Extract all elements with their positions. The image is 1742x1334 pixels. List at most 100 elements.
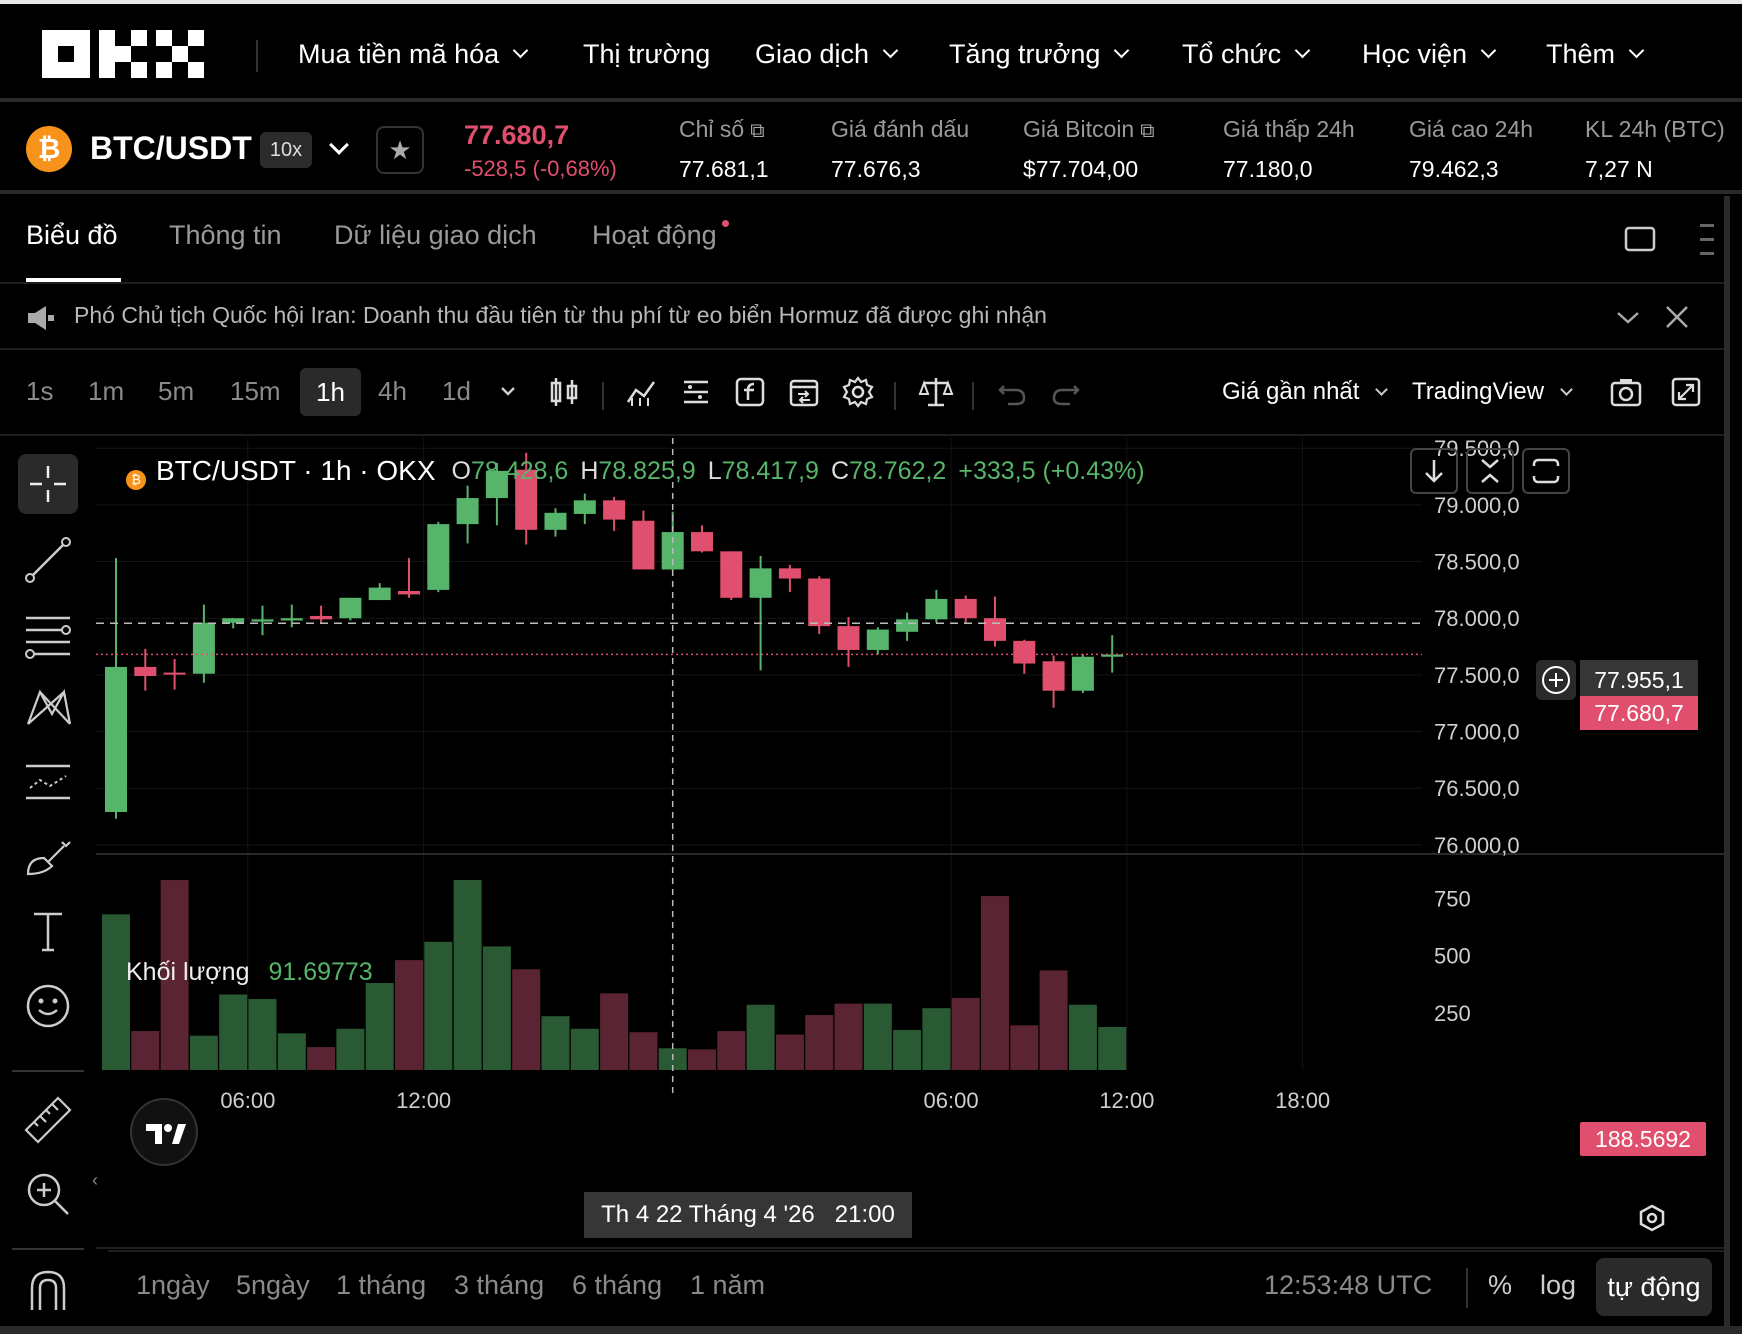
nav-learn[interactable]: Học viện <box>1362 34 1497 74</box>
chart-settings-icon[interactable] <box>1636 1202 1668 1234</box>
favorite-star-button[interactable]: ★ <box>376 126 424 174</box>
price-chart[interactable]: 79.500,079.000,078.500,078.000,077.500,0… <box>96 438 1724 1250</box>
time-tick-label: 12:00 <box>396 1088 451 1113</box>
compare-icon[interactable] <box>786 374 822 410</box>
candles-icon[interactable] <box>546 374 582 410</box>
range-1y[interactable]: 1 năm <box>690 1270 766 1300</box>
pattern-tool[interactable] <box>18 678 78 738</box>
magnet-tool[interactable] <box>18 1260 78 1320</box>
volume-bar <box>365 983 394 1070</box>
collapse-button[interactable] <box>1466 448 1514 494</box>
crosshair-tool[interactable] <box>18 454 78 514</box>
timeframe-1d[interactable]: 1d <box>442 376 471 406</box>
price-tick-label: 76.000,0 <box>1434 833 1520 858</box>
tab-trading-data[interactable]: Dữ liệu giao dịch <box>334 220 537 250</box>
settings-gear-icon[interactable] <box>840 374 876 410</box>
price-source-dropdown[interactable]: Giá gần nhất <box>1222 378 1389 406</box>
price-tick-label: 77.500,0 <box>1434 663 1520 688</box>
price-tick-label: 77.000,0 <box>1434 720 1520 745</box>
camera-icon[interactable] <box>1608 374 1644 410</box>
chevron-down-icon[interactable] <box>490 374 526 410</box>
brush-tool[interactable] <box>18 828 78 888</box>
timeframe-1h[interactable]: 1h <box>300 368 361 416</box>
maximize-button[interactable] <box>1522 448 1570 494</box>
timeframe-5m[interactable]: 5m <box>158 376 195 406</box>
volume-bar <box>541 1016 570 1070</box>
fullscreen-icon[interactable] <box>1668 374 1704 410</box>
stat-btc-price-label[interactable]: Giá Bitcoin ⧉ <box>1023 116 1155 142</box>
volume-bar <box>746 1004 775 1070</box>
timeframe-1m[interactable]: 1m <box>88 376 125 406</box>
range-3m[interactable]: 3 tháng <box>454 1270 545 1300</box>
legend-high-label: H <box>580 456 599 485</box>
tab-chart[interactable]: Biểu đồ <box>26 220 118 250</box>
redo-icon[interactable] <box>1048 374 1084 410</box>
fib-tool[interactable] <box>18 604 78 664</box>
news-headline[interactable]: Phó Chủ tịch Quốc hội Iran: Doanh thu đầ… <box>74 302 1047 328</box>
tab-activity[interactable]: Hoạt động <box>592 220 717 250</box>
range-6m[interactable]: 6 tháng <box>572 1270 663 1300</box>
auto-scale-toggle[interactable]: tự động <box>1596 1258 1712 1316</box>
news-ticker[interactable]: Phó Chủ tịch Quốc hội Iran: Doanh thu đầ… <box>0 286 1724 350</box>
templates-icon[interactable] <box>678 374 714 410</box>
external-link-icon[interactable]: ⧉ <box>750 120 765 142</box>
chevron-down-icon[interactable] <box>329 135 349 155</box>
timeframe-4h[interactable]: 4h <box>378 376 407 406</box>
text-tool[interactable] <box>18 902 78 962</box>
volume-bar <box>189 1035 218 1070</box>
undo-icon[interactable] <box>994 374 1030 410</box>
indicators-icon[interactable] <box>624 374 660 410</box>
nav-institutional[interactable]: Tổ chức <box>1182 34 1311 74</box>
utc-clock[interactable]: 12:53:48 UTC <box>1264 1270 1433 1300</box>
chevron-down-icon[interactable] <box>1616 308 1640 328</box>
candle-body <box>603 500 626 520</box>
chart-grid <box>96 438 1724 1249</box>
plus-circle-icon <box>1542 666 1570 694</box>
zoom-tool[interactable] <box>18 1164 78 1224</box>
external-link-icon[interactable]: ⧉ <box>1140 120 1155 142</box>
okx-logo[interactable] <box>42 30 204 78</box>
nav-buy-crypto[interactable]: Mua tiền mã hóa <box>298 34 529 74</box>
nav-trade[interactable]: Giao dịch <box>755 34 899 74</box>
trendline-tool[interactable] <box>18 530 78 590</box>
pattern-icon <box>26 688 72 725</box>
layout-icon[interactable] <box>1624 224 1656 254</box>
nav-markets[interactable]: Thị trường <box>583 38 711 69</box>
candle-body <box>134 666 157 676</box>
chart-type-dropdown[interactable]: TradingView <box>1412 378 1573 406</box>
close-icon[interactable] <box>1664 304 1690 330</box>
scrollbar[interactable] <box>1724 196 1730 1326</box>
nav-grow[interactable]: Tăng trưởng <box>949 34 1130 74</box>
balance-scale-icon[interactable] <box>918 374 954 410</box>
forecast-tool[interactable] <box>18 752 78 812</box>
notification-dot <box>722 220 729 227</box>
timeframe-15m[interactable]: 15m <box>230 376 281 406</box>
range-1m[interactable]: 1 tháng <box>336 1270 427 1300</box>
tradingview-badge[interactable] <box>130 1098 198 1166</box>
legend-low-label: L <box>707 456 722 485</box>
volume-bar <box>775 1034 804 1070</box>
measure-tool[interactable] <box>18 1090 78 1150</box>
candle-body <box>632 520 655 570</box>
forecast-icon <box>26 764 70 800</box>
candle-body <box>925 598 948 620</box>
add-alert-button[interactable] <box>1536 660 1576 700</box>
volume-bar <box>248 999 277 1070</box>
range-5d[interactable]: 5ngày <box>236 1270 310 1300</box>
range-1d[interactable]: 1ngày <box>136 1270 210 1300</box>
stat-index-label[interactable]: Chỉ số ⧉ <box>679 116 765 142</box>
nav-more[interactable]: Thêm <box>1546 34 1645 74</box>
more-vertical-icon[interactable] <box>1700 222 1714 258</box>
time-tick-label: 12:00 <box>1099 1088 1154 1113</box>
log-scale-toggle[interactable]: log <box>1540 1270 1577 1300</box>
scroll-left-icon[interactable]: ‹ <box>92 1170 98 1190</box>
scroll-down-button[interactable] <box>1410 448 1458 494</box>
tab-info[interactable]: Thông tin <box>169 220 282 250</box>
legend-open: 78.428,6 <box>471 456 569 485</box>
function-icon[interactable] <box>732 374 768 410</box>
pair-selector[interactable]: BTC/USDT <box>90 130 252 166</box>
percent-scale-toggle[interactable]: % <box>1488 1270 1513 1300</box>
bitcoin-icon: ₿ <box>26 126 72 172</box>
timeframe-1s[interactable]: 1s <box>26 376 54 406</box>
emoji-tool[interactable] <box>18 976 78 1036</box>
